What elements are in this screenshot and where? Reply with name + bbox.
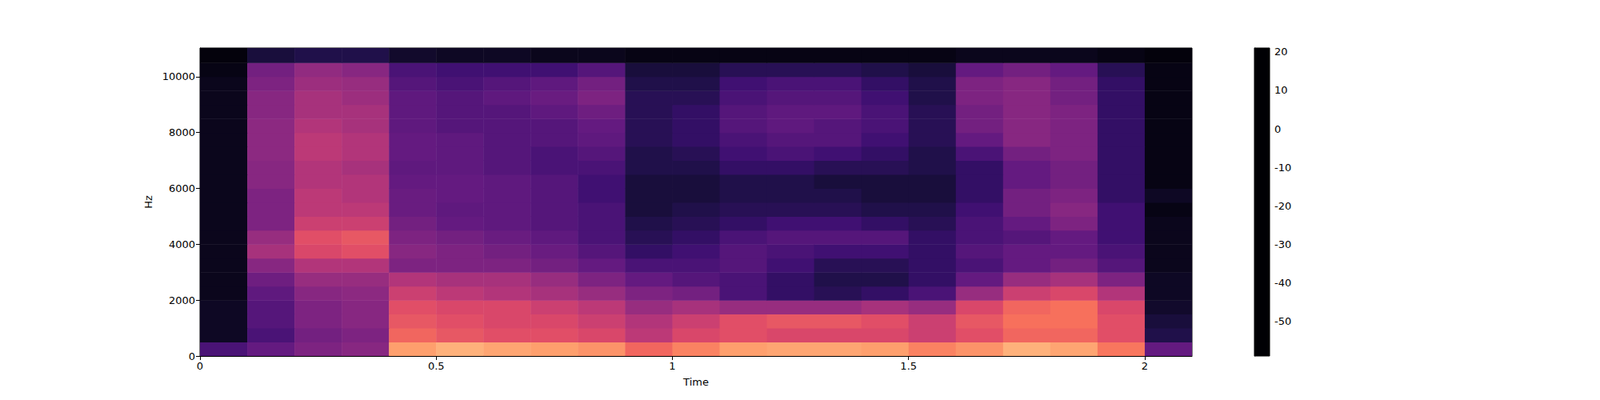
svg-text:-20: -20 (1274, 200, 1292, 212)
svg-text:20: 20 (1274, 45, 1288, 58)
svg-text:-10: -10 (1274, 161, 1292, 174)
svg-text:10: 10 (1274, 84, 1288, 96)
svg-text:0: 0 (1274, 123, 1281, 136)
svg-text:2: 2 (1141, 360, 1148, 372)
svg-text:10000: 10000 (162, 70, 196, 83)
svg-text:6000: 6000 (168, 182, 196, 195)
svg-text:1: 1 (668, 360, 676, 372)
svg-text:8000: 8000 (168, 126, 196, 139)
svg-text:Hz: Hz (142, 195, 155, 209)
svg-text:4000: 4000 (168, 238, 196, 251)
svg-text:1.5: 1.5 (900, 360, 917, 372)
svg-text:0: 0 (188, 350, 196, 363)
svg-text:2000: 2000 (168, 294, 196, 307)
svg-text:Time: Time (682, 376, 709, 388)
svg-text:0.5: 0.5 (428, 360, 445, 372)
svg-text:-40: -40 (1274, 276, 1292, 289)
svg-text:-50: -50 (1274, 315, 1292, 328)
svg-text:-30: -30 (1274, 238, 1292, 251)
svg-text:0: 0 (196, 360, 204, 372)
